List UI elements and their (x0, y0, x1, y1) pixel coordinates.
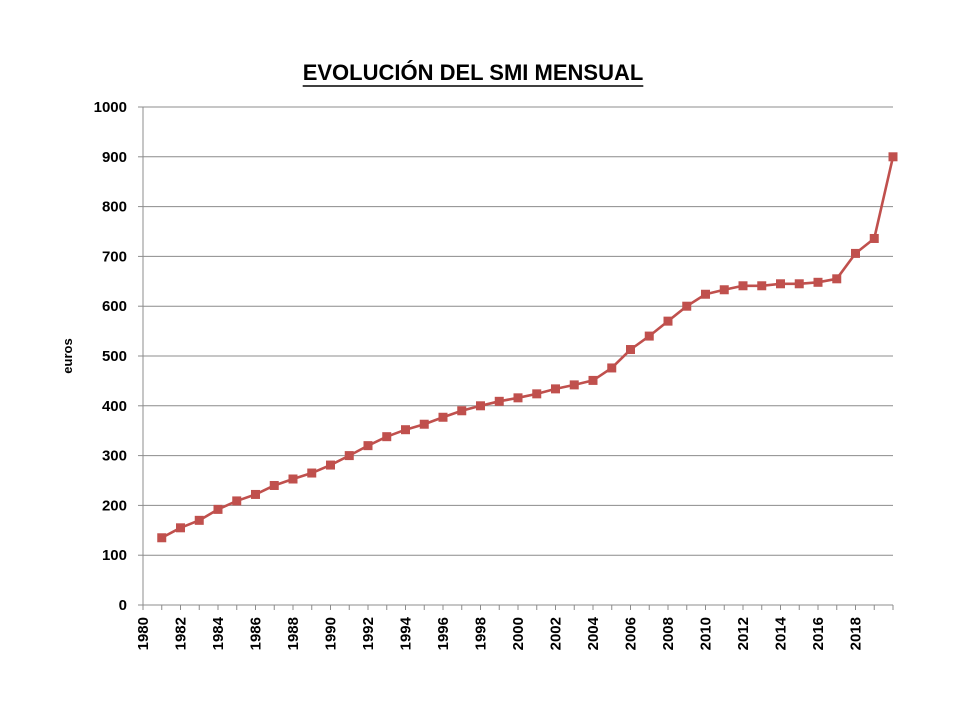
data-point-marker (644, 331, 654, 341)
x-tick-label: 2000 (510, 617, 527, 650)
data-point-marker (476, 401, 485, 411)
x-tick-label: 1996 (435, 617, 452, 650)
gridlines (143, 106, 893, 556)
data-point-marker (663, 316, 673, 326)
chart-title: EVOLUCIÓN DEL SMI MENSUAL (303, 60, 644, 85)
x-tick-label: 1982 (173, 617, 190, 650)
data-point-marker (232, 496, 242, 506)
data-point-marker (869, 233, 879, 243)
y-tick-label: 400 (102, 398, 127, 415)
data-point-marker (401, 425, 410, 435)
data-point-marker (813, 277, 823, 287)
data-point-marker (457, 406, 467, 416)
data-point-marker (513, 393, 523, 403)
data-point-marker (551, 384, 560, 394)
y-axis-label: euros (60, 338, 75, 373)
x-tick-label: 1990 (323, 617, 340, 650)
x-tick-label: 2016 (810, 617, 827, 650)
y-tick-label: 100 (102, 547, 127, 564)
x-tick-label: 2010 (698, 617, 715, 650)
data-point-marker (344, 451, 354, 461)
x-tick-label: 1980 (135, 617, 152, 650)
data-point-marker (719, 285, 729, 295)
data-point-marker (682, 301, 692, 311)
data-point-marker (588, 375, 598, 385)
data-point-marker (269, 480, 279, 490)
x-tick-label: 2012 (735, 617, 752, 650)
y-tick-label: 600 (102, 298, 127, 315)
data-point-marker (251, 489, 260, 499)
data-point-marker (419, 419, 429, 429)
y-tick-label: 900 (102, 149, 127, 166)
data-point-marker (288, 474, 298, 484)
y-tick-label: 700 (102, 248, 127, 265)
data-point-marker (176, 523, 185, 533)
x-tick-label: 2006 (623, 617, 640, 650)
data-point-marker (157, 533, 167, 543)
data-point-marker (626, 345, 635, 355)
data-point-marker (438, 412, 448, 422)
y-tick-label: 300 (102, 448, 127, 465)
x-tick-labels: 1980 1982 1984 1986 1988 1990 1992 1994 1996 1998… (135, 616, 865, 650)
y-tick-label: 200 (102, 497, 127, 514)
y-tick-label: 0 (119, 597, 127, 614)
x-tick-label: 2004 (585, 616, 602, 650)
y-tick-labels: 0 100 200 300 400 500 600 700 800 900 1000 (94, 99, 127, 614)
x-tick-label: 1994 (398, 616, 415, 650)
x-tick-label: 1998 (473, 617, 490, 650)
x-tick-label: 1984 (210, 616, 227, 650)
data-point-marker (776, 279, 785, 289)
data-point-marker (213, 504, 223, 514)
x-tick-label: 2014 (773, 616, 790, 650)
y-tick-label: 1000 (94, 99, 127, 116)
data-point-marker (494, 396, 504, 406)
data-point-marker (382, 432, 392, 442)
x-tick-label: 1992 (360, 617, 377, 650)
x-tick-label: 2018 (848, 617, 865, 650)
x-tick-label: 2008 (660, 617, 677, 650)
x-tick-label: 1986 (248, 617, 265, 650)
x-tick-label: 2002 (548, 617, 565, 650)
data-point-marker (701, 289, 710, 299)
y-tick-label: 800 (102, 199, 127, 216)
data-point-marker (851, 248, 860, 258)
x-tick-label: 1988 (285, 617, 302, 650)
data-point-marker (794, 279, 804, 289)
data-point-marker (569, 380, 579, 390)
data-point-marker (532, 389, 542, 399)
axes (138, 106, 894, 610)
data-point-marker (307, 468, 317, 478)
data-point-marker (363, 441, 373, 451)
series-line (161, 156, 895, 539)
series-smi (157, 152, 898, 543)
data-point-marker (607, 363, 617, 373)
data-point-marker (194, 515, 204, 525)
y-tick-label: 500 (102, 348, 127, 365)
data-point-marker (757, 281, 767, 291)
data-point-marker (738, 281, 748, 291)
data-point-marker (888, 152, 898, 162)
data-point-marker (326, 460, 335, 470)
data-point-marker (832, 274, 842, 284)
